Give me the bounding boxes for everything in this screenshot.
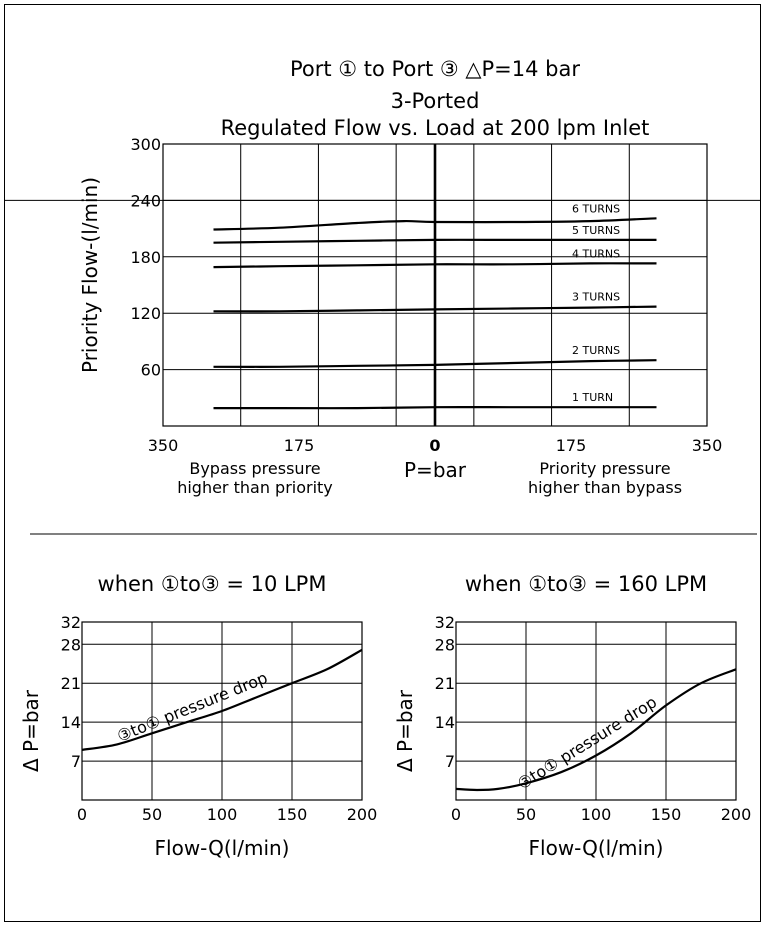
bottom-left-chart-y-tick-label: 32 xyxy=(61,613,81,632)
top-chart-x-tick-label: 175 xyxy=(284,436,315,455)
bottom-left-chart-x-tick-label: 0 xyxy=(77,805,87,824)
bottom-right-chart-x-tick-label: 0 xyxy=(451,805,461,824)
top-chart-series-label: 6 TURNS xyxy=(572,202,620,215)
top-chart-series-label: 1 TURN xyxy=(572,391,613,404)
bottom-right-chart-title: when ①to③ = 160 LPM xyxy=(465,572,707,596)
bottom-right-chart-y-axis-label: Δ P=bar xyxy=(393,689,417,772)
top-chart-left-note: higher than priority xyxy=(177,478,333,497)
top-chart-y-tick-label: 300 xyxy=(130,135,161,154)
top-chart-right-note: Priority pressure xyxy=(539,459,670,478)
bottom-left-chart-annotation: ③to① pressure drop xyxy=(114,668,270,746)
bottom-right-chart-y-tick-label: 32 xyxy=(435,613,455,632)
bottom-left-chart-y-tick-label: 14 xyxy=(61,713,81,732)
bottom-right-chart-y-tick-label: 28 xyxy=(435,635,455,654)
bottom-left-chart-y-axis-label: Δ P=bar xyxy=(19,689,43,772)
top-chart-x-tick-label: 350 xyxy=(148,436,179,455)
top-chart-series-label: 3 TURNS xyxy=(572,291,620,304)
top-chart-series-line xyxy=(213,262,657,269)
bottom-left-chart-x-axis-label: Flow-Q(l/min) xyxy=(155,836,290,860)
bottom-right-chart-x-tick-label: 100 xyxy=(581,805,612,824)
bottom-left-chart-curve xyxy=(81,648,363,751)
top-chart-series-label: 5 TURNS xyxy=(572,224,620,237)
top-chart-series-label: 4 TURNS xyxy=(572,247,620,260)
bottom-right-chart-y-tick-label: 14 xyxy=(435,713,455,732)
bottom-left-chart-x-tick-label: 50 xyxy=(142,805,162,824)
bottom-right-chart-x-tick-label: 200 xyxy=(721,805,752,824)
bottom-right-chart-curve xyxy=(455,668,737,792)
bottom-right-chart-x-tick-label: 150 xyxy=(651,805,682,824)
top-chart-x-tick-label: 0 xyxy=(429,436,440,455)
bottom-left-chart-y-tick-label: 21 xyxy=(61,674,81,693)
top-chart-y-tick-label: 60 xyxy=(141,361,161,380)
bottom-left-chart-y-tick-label: 7 xyxy=(71,752,81,771)
top-chart-y-axis-label: Priority Flow-(l/min) xyxy=(78,177,102,373)
top-chart-y-tick-label: 240 xyxy=(130,191,161,210)
top-chart-left-note: Bypass pressure xyxy=(189,459,320,478)
top-chart-y-tick-label: 180 xyxy=(130,248,161,267)
top-chart-x-tick-label: 175 xyxy=(556,436,587,455)
top-chart-series-line xyxy=(213,359,657,368)
bottom-left-chart-x-tick-label: 100 xyxy=(207,805,238,824)
bottom-right-chart-annotation: ③to① pressure drop xyxy=(514,692,660,793)
top-chart-x-tick-label: 350 xyxy=(692,436,723,455)
figure-frame xyxy=(4,4,761,922)
top-chart-x-axis-label: P=bar xyxy=(404,458,467,482)
top-chart-series-line xyxy=(213,217,657,231)
bottom-left-chart-x-tick-label: 150 xyxy=(277,805,308,824)
bottom-right-chart-x-axis-label: Flow-Q(l/min) xyxy=(529,836,664,860)
bottom-left-chart-x-tick-label: 200 xyxy=(347,805,378,824)
top-chart-series-line xyxy=(213,305,657,313)
top-chart-series-line xyxy=(213,406,657,410)
top-chart-title-line: 3-Ported xyxy=(391,89,480,113)
top-chart-series-label: 2 TURNS xyxy=(572,344,620,357)
top-chart-right-note: higher than bypass xyxy=(528,478,682,497)
top-chart-title-line: Regulated Flow vs. Load at 200 lpm Inlet xyxy=(221,116,650,140)
top-chart-title-line: Port ① to Port ③ △P=14 bar xyxy=(290,57,580,81)
bottom-left-chart-title: when ①to③ = 10 LPM xyxy=(98,572,327,596)
bottom-right-chart-x-tick-label: 50 xyxy=(516,805,536,824)
bottom-right-chart-y-tick-label: 7 xyxy=(445,752,455,771)
bottom-right-chart-y-tick-label: 21 xyxy=(435,674,455,693)
top-chart-series-line xyxy=(213,238,657,244)
top-chart-y-tick-label: 120 xyxy=(130,304,161,323)
bottom-left-chart-y-tick-label: 28 xyxy=(61,635,81,654)
